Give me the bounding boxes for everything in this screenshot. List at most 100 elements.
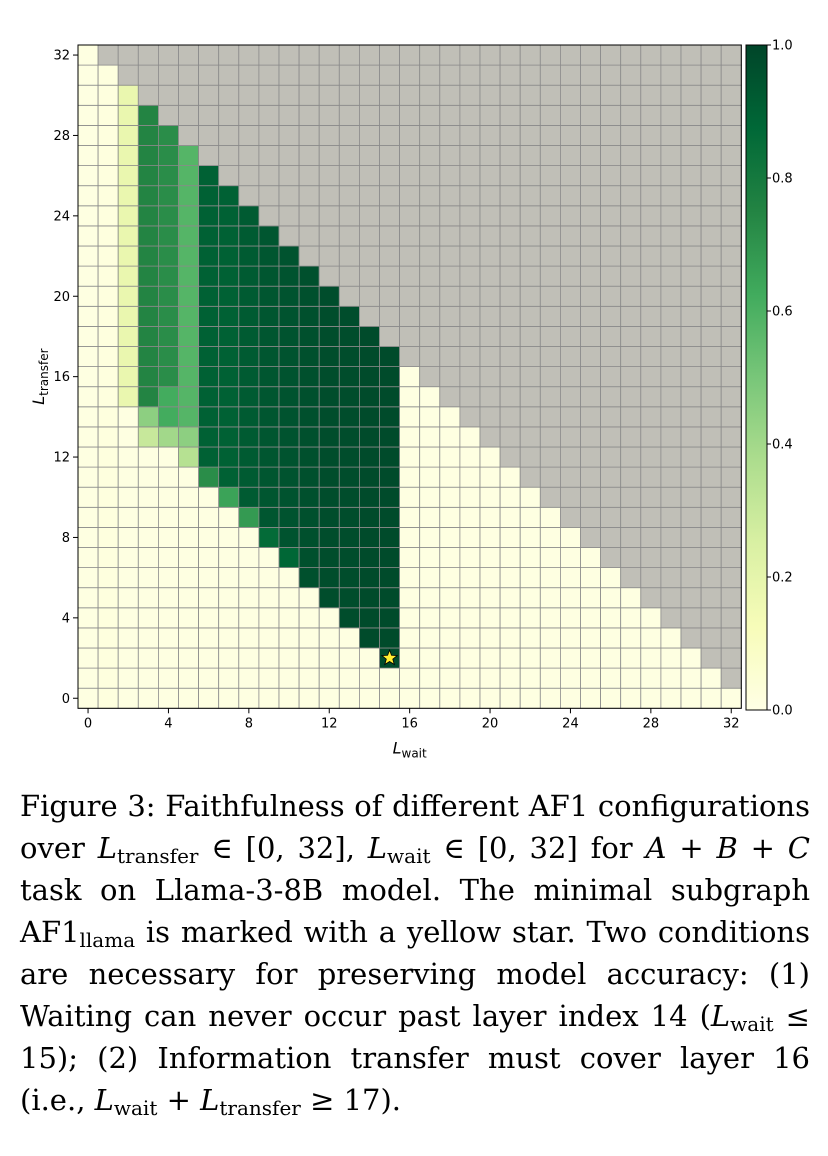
- heatmap-cell: [258, 506, 280, 528]
- heatmap-cell: [720, 486, 742, 508]
- heatmap-cell: [680, 426, 702, 448]
- heatmap-cell: [640, 104, 662, 126]
- heatmap-cell: [620, 305, 642, 327]
- heatmap-cell: [318, 627, 340, 649]
- heatmap-cell: [560, 185, 581, 207]
- heatmap-cell: [459, 165, 481, 187]
- heatmap-cell: [419, 506, 441, 528]
- heatmap-cell: [379, 587, 401, 609]
- heatmap-cell: [278, 506, 300, 528]
- heatmap-cell: [97, 346, 119, 368]
- heatmap-cell: [620, 466, 642, 488]
- heatmap-cell: [298, 587, 320, 609]
- heatmap-cell: [338, 366, 360, 388]
- heatmap-cell: [580, 486, 602, 508]
- heatmap-cell: [660, 687, 682, 709]
- heatmap-cell: [459, 627, 481, 649]
- heatmap-cell: [318, 567, 340, 589]
- heatmap-cell: [519, 527, 541, 548]
- heatmap-cell: [178, 486, 200, 508]
- heatmap-cell: [379, 607, 401, 629]
- heatmap-cell: [700, 104, 722, 126]
- heatmap-cell: [720, 466, 742, 488]
- heatmap-cell: [318, 84, 340, 106]
- heatmap-cell: [218, 667, 240, 689]
- heatmap-cell: [358, 647, 380, 669]
- heatmap-cell: [620, 165, 642, 187]
- heatmap-cell: [97, 245, 119, 267]
- heatmap-cell: [660, 125, 682, 146]
- heatmap-cell: [560, 325, 581, 347]
- y-tick-label: 32: [53, 49, 70, 64]
- heatmap-cell: [459, 145, 481, 167]
- heatmap-cell: [499, 687, 521, 709]
- heatmap-cell: [178, 145, 200, 167]
- heatmap-cell: [298, 527, 320, 548]
- heatmap-cell: [459, 305, 481, 327]
- heatmap-cell: [640, 627, 662, 649]
- heatmap-cell: [680, 205, 702, 227]
- heatmap-cell: [580, 647, 602, 669]
- heatmap-cell: [117, 406, 139, 428]
- heatmap-cell: [439, 667, 461, 689]
- heatmap-cell: [519, 366, 541, 388]
- heatmap-cell: [459, 104, 481, 126]
- heatmap-cell: [680, 667, 702, 689]
- heatmap-cell: [137, 687, 159, 709]
- heatmap-cell: [379, 245, 401, 267]
- heatmap-cell: [318, 205, 340, 227]
- heatmap-cell: [298, 346, 320, 368]
- heatmap-cell: [580, 104, 602, 126]
- heatmap-cell: [178, 406, 200, 428]
- heatmap-cell: [218, 627, 240, 649]
- heatmap-cell: [560, 527, 581, 548]
- heatmap-cell: [318, 125, 340, 146]
- heatmap-cell: [97, 366, 119, 388]
- heatmap-cell: [419, 366, 441, 388]
- heatmap-cell: [258, 486, 280, 508]
- heatmap-cell: [439, 185, 461, 207]
- heatmap-cell: [720, 506, 742, 528]
- heatmap-cell: [459, 506, 481, 528]
- heatmap-cell: [640, 406, 662, 428]
- heatmap-cell: [358, 627, 380, 649]
- heatmap-cell: [358, 527, 380, 548]
- heatmap-cell: [580, 245, 602, 267]
- heatmap-cell: [539, 44, 561, 66]
- heatmap-cell: [459, 486, 481, 508]
- heatmap-cell: [238, 587, 260, 609]
- heatmap-cell: [379, 104, 401, 126]
- heatmap-cell: [479, 486, 501, 508]
- heatmap-cell: [620, 386, 642, 408]
- heatmap-cell: [720, 205, 742, 227]
- heatmap-cell: [439, 567, 461, 589]
- heatmap-cell: [178, 567, 200, 589]
- heatmap-cell: [379, 466, 401, 488]
- heatmap-cell: [97, 567, 119, 589]
- heatmap-cell: [198, 285, 220, 307]
- heatmap-cell: [157, 84, 179, 106]
- heatmap-cell: [539, 346, 561, 368]
- heatmap-cell: [298, 225, 320, 247]
- heatmap-cell: [137, 145, 159, 167]
- heatmap-cell: [660, 527, 682, 548]
- heatmap-cell: [178, 587, 200, 609]
- heatmap-cell: [198, 667, 220, 689]
- heatmap-cell: [539, 366, 561, 388]
- heatmap-cell: [399, 305, 421, 327]
- heatmap-cell: [97, 145, 119, 167]
- heatmap-cell: [358, 547, 380, 569]
- heatmap-cell: [600, 325, 622, 347]
- heatmap-cell: [77, 567, 99, 589]
- heatmap-cell: [137, 265, 159, 287]
- heatmap-cell: [338, 225, 360, 247]
- heatmap-cell: [238, 205, 260, 227]
- heatmap-cell: [97, 547, 119, 569]
- heatmap-cell: [137, 406, 159, 428]
- heatmap-cell: [539, 567, 561, 589]
- heatmap-cell: [137, 165, 159, 187]
- heatmap-cell: [157, 165, 179, 187]
- heatmap-cell: [479, 406, 501, 428]
- heatmap-cell: [640, 687, 662, 709]
- heatmap-cell: [560, 647, 581, 669]
